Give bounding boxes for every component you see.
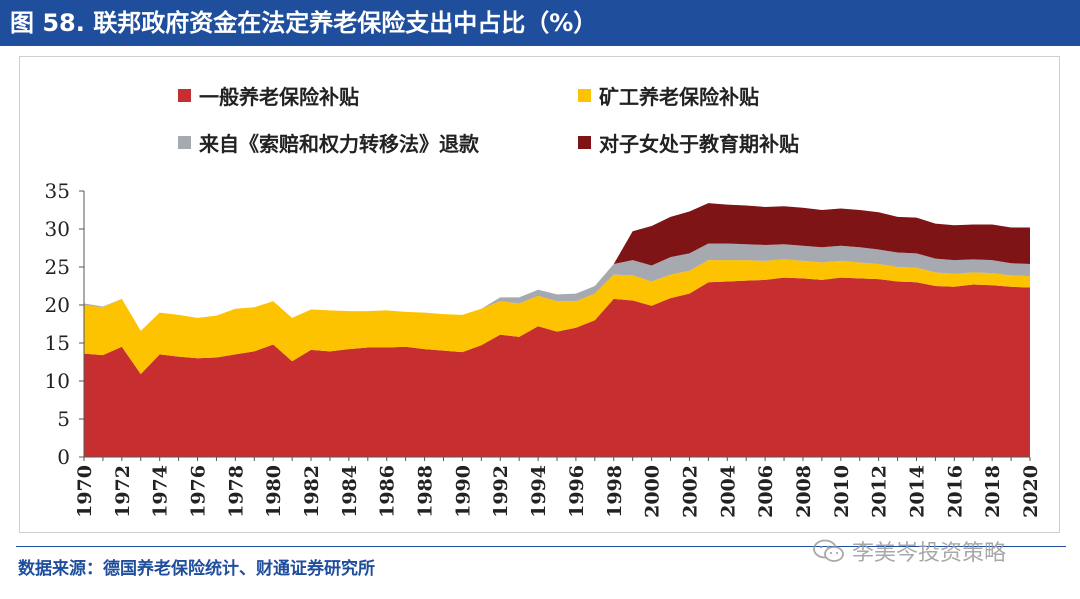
y-tick-label: 0 <box>57 445 70 469</box>
x-tick-label: 1988 <box>415 465 437 518</box>
stacked-area-chart: 0 5 10 15 20 25 30 35 1970 1972 1974 1976 1978 1980 19… <box>45 179 1042 518</box>
legend-label-miner-subsidy: 矿工养老保险补贴 <box>599 84 759 109</box>
x-tick-label: 2014 <box>906 465 928 518</box>
x-tick-label: 1984 <box>339 465 361 518</box>
x-tick-label: 1976 <box>188 465 210 518</box>
y-tick-label: 30 <box>45 217 70 241</box>
x-tick-label: 2010 <box>831 465 853 518</box>
watermark-text: 李美岑投资策略 <box>852 541 1007 566</box>
legend-label-child-education: 对子女处于教育期补贴 <box>599 131 799 156</box>
x-tick-label: 1982 <box>301 465 323 518</box>
area-series-1 <box>84 259 1030 375</box>
x-tick-label: 1970 <box>74 465 96 518</box>
legend-label-refund: 来自《索赔和权力转移法》退款 <box>199 131 479 156</box>
x-tick-label: 2020 <box>1020 465 1042 518</box>
wechat-icon <box>813 539 844 562</box>
legend-item-child-education: 对子女处于教育期补贴 <box>578 128 799 156</box>
x-tick-label: 2004 <box>717 465 739 518</box>
y-tick-label: 5 <box>57 407 70 431</box>
data-source: 数据来源：德国养老保险统计、财通证券研究所 <box>18 559 375 579</box>
page-title: 图 58. 联邦政府资金在法定养老保险支出中占比（%） <box>0 0 1080 46</box>
watermark: 李美岑投资策略 <box>812 534 1006 568</box>
legend-swatch-refund <box>178 135 191 149</box>
x-tick-label: 1980 <box>263 465 285 518</box>
y-tick-label: 35 <box>45 179 70 203</box>
x-tick-label: 2016 <box>944 465 966 518</box>
source-divider <box>16 546 1066 547</box>
x-tick-label: 1978 <box>225 465 247 518</box>
x-tick-label: 2012 <box>869 465 891 518</box>
x-tick-label: 2002 <box>679 465 701 518</box>
x-tick-label: 1972 <box>112 465 134 518</box>
x-tick-label: 1996 <box>566 465 588 518</box>
legend-swatch-child-education <box>578 135 591 149</box>
x-tick-label: 1986 <box>377 465 399 518</box>
legend-swatch-miner-subsidy <box>578 88 591 102</box>
x-tick-label: 1992 <box>490 465 512 518</box>
y-tick-label: 15 <box>45 331 70 355</box>
y-tick-label: 25 <box>45 255 70 279</box>
y-tick-label: 10 <box>45 369 70 393</box>
legend-item-miner-subsidy: 矿工养老保险补贴 <box>578 81 759 109</box>
x-tick-label: 2006 <box>755 465 777 518</box>
legend-item-general-subsidy: 一般养老保险补贴 <box>178 81 359 109</box>
x-tick-label: 2000 <box>642 465 664 518</box>
x-tick-label: 2008 <box>793 465 815 518</box>
legend-item-refund: 来自《索赔和权力转移法》退款 <box>178 128 479 156</box>
x-tick-label: 1974 <box>150 465 172 518</box>
x-tick-label: 2018 <box>982 465 1004 518</box>
area-series-0 <box>84 277 1030 457</box>
legend-swatch-general-subsidy <box>178 88 191 102</box>
x-tick-label: 1990 <box>452 465 474 518</box>
y-tick-label: 20 <box>45 293 70 317</box>
x-tick-label: 1998 <box>604 465 626 518</box>
x-tick-label: 1994 <box>528 465 550 518</box>
area-series-3 <box>84 203 1030 331</box>
legend-label-general-subsidy: 一般养老保险补贴 <box>199 84 359 109</box>
